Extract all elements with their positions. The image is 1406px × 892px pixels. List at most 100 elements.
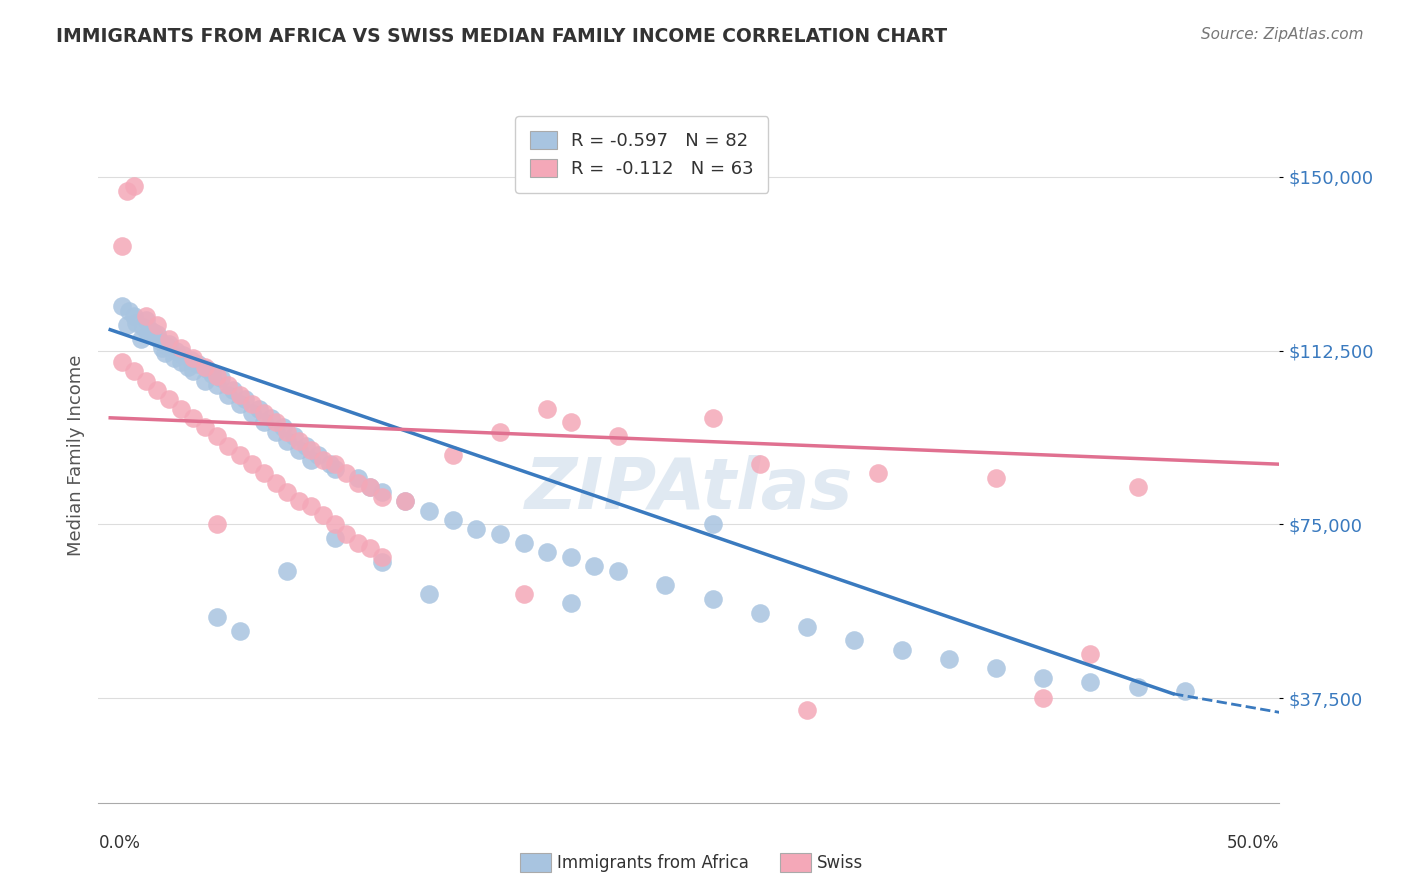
Point: [229, 387, 252, 401]
Point: [125, 316, 148, 330]
Point: [233, 392, 256, 407]
Point: [489, 526, 512, 541]
Point: [132, 320, 155, 334]
Point: [142, 325, 165, 339]
Point: [172, 348, 194, 362]
Point: [276, 434, 298, 448]
Point: [180, 352, 202, 367]
Point: [170, 401, 193, 416]
Point: [135, 309, 157, 323]
Point: [264, 425, 287, 439]
Point: [1126, 480, 1149, 494]
Point: [323, 517, 346, 532]
Point: [607, 564, 630, 578]
Point: [890, 642, 912, 657]
Point: [394, 494, 416, 508]
Point: [276, 564, 298, 578]
Point: [359, 480, 381, 494]
Point: [347, 475, 370, 490]
Point: [844, 633, 866, 648]
Point: [115, 318, 138, 332]
Point: [512, 536, 534, 550]
Y-axis label: Median Family Income: Median Family Income: [66, 354, 84, 556]
Point: [118, 304, 141, 318]
Point: [111, 300, 134, 314]
Point: [136, 327, 159, 342]
Point: [276, 485, 298, 500]
Point: [702, 410, 724, 425]
Point: [418, 587, 440, 601]
Point: [323, 462, 346, 476]
Point: [359, 541, 381, 555]
Point: [135, 374, 157, 388]
Point: [247, 401, 270, 416]
Point: [441, 513, 464, 527]
Point: [394, 494, 416, 508]
Point: [111, 239, 134, 253]
Point: [307, 448, 329, 462]
Point: [170, 355, 193, 369]
Point: [139, 323, 162, 337]
Point: [205, 369, 228, 384]
Point: [150, 341, 173, 355]
Point: [181, 410, 204, 425]
Point: [984, 661, 1007, 675]
Point: [359, 480, 381, 494]
Point: [222, 383, 245, 397]
Point: [288, 494, 311, 508]
Point: [205, 610, 228, 624]
Point: [441, 448, 464, 462]
Point: [153, 346, 176, 360]
Point: [146, 383, 169, 397]
Point: [181, 364, 204, 378]
Point: [371, 555, 394, 569]
Point: [253, 416, 276, 430]
Point: [205, 517, 228, 532]
Point: [122, 309, 145, 323]
Point: [229, 624, 252, 639]
Point: [264, 475, 287, 490]
Point: [299, 499, 322, 513]
Point: [122, 178, 145, 193]
Point: [371, 549, 394, 564]
Point: [156, 339, 179, 353]
Point: [536, 401, 558, 416]
Point: [271, 420, 294, 434]
Point: [748, 457, 770, 471]
Point: [312, 508, 335, 523]
Point: [1080, 675, 1102, 690]
Point: [288, 443, 311, 458]
Text: IMMIGRANTS FROM AFRICA VS SWISS MEDIAN FAMILY INCOME CORRELATION CHART: IMMIGRANTS FROM AFRICA VS SWISS MEDIAN F…: [56, 27, 948, 45]
Point: [1032, 671, 1054, 685]
Point: [984, 471, 1007, 485]
Point: [283, 429, 305, 443]
Point: [115, 184, 138, 198]
Point: [129, 332, 152, 346]
Point: [165, 343, 187, 358]
Point: [217, 378, 239, 392]
Point: [146, 327, 169, 342]
Point: [1126, 680, 1149, 694]
Point: [1032, 691, 1054, 706]
Point: [260, 410, 283, 425]
Point: [194, 359, 217, 374]
Point: [465, 522, 488, 536]
Point: [560, 596, 582, 610]
Point: [253, 406, 276, 420]
Text: Immigrants from Africa: Immigrants from Africa: [557, 854, 748, 871]
Point: [938, 652, 960, 666]
Text: Source: ZipAtlas.com: Source: ZipAtlas.com: [1201, 27, 1364, 42]
Point: [187, 358, 209, 372]
Point: [371, 485, 394, 500]
Point: [295, 439, 318, 453]
Point: [157, 332, 180, 346]
Point: [229, 448, 252, 462]
Point: [299, 443, 322, 458]
Point: [319, 457, 342, 471]
Point: [217, 439, 239, 453]
Point: [347, 471, 370, 485]
Point: [748, 606, 770, 620]
Point: [607, 429, 630, 443]
Point: [1174, 684, 1197, 698]
Point: [347, 536, 370, 550]
